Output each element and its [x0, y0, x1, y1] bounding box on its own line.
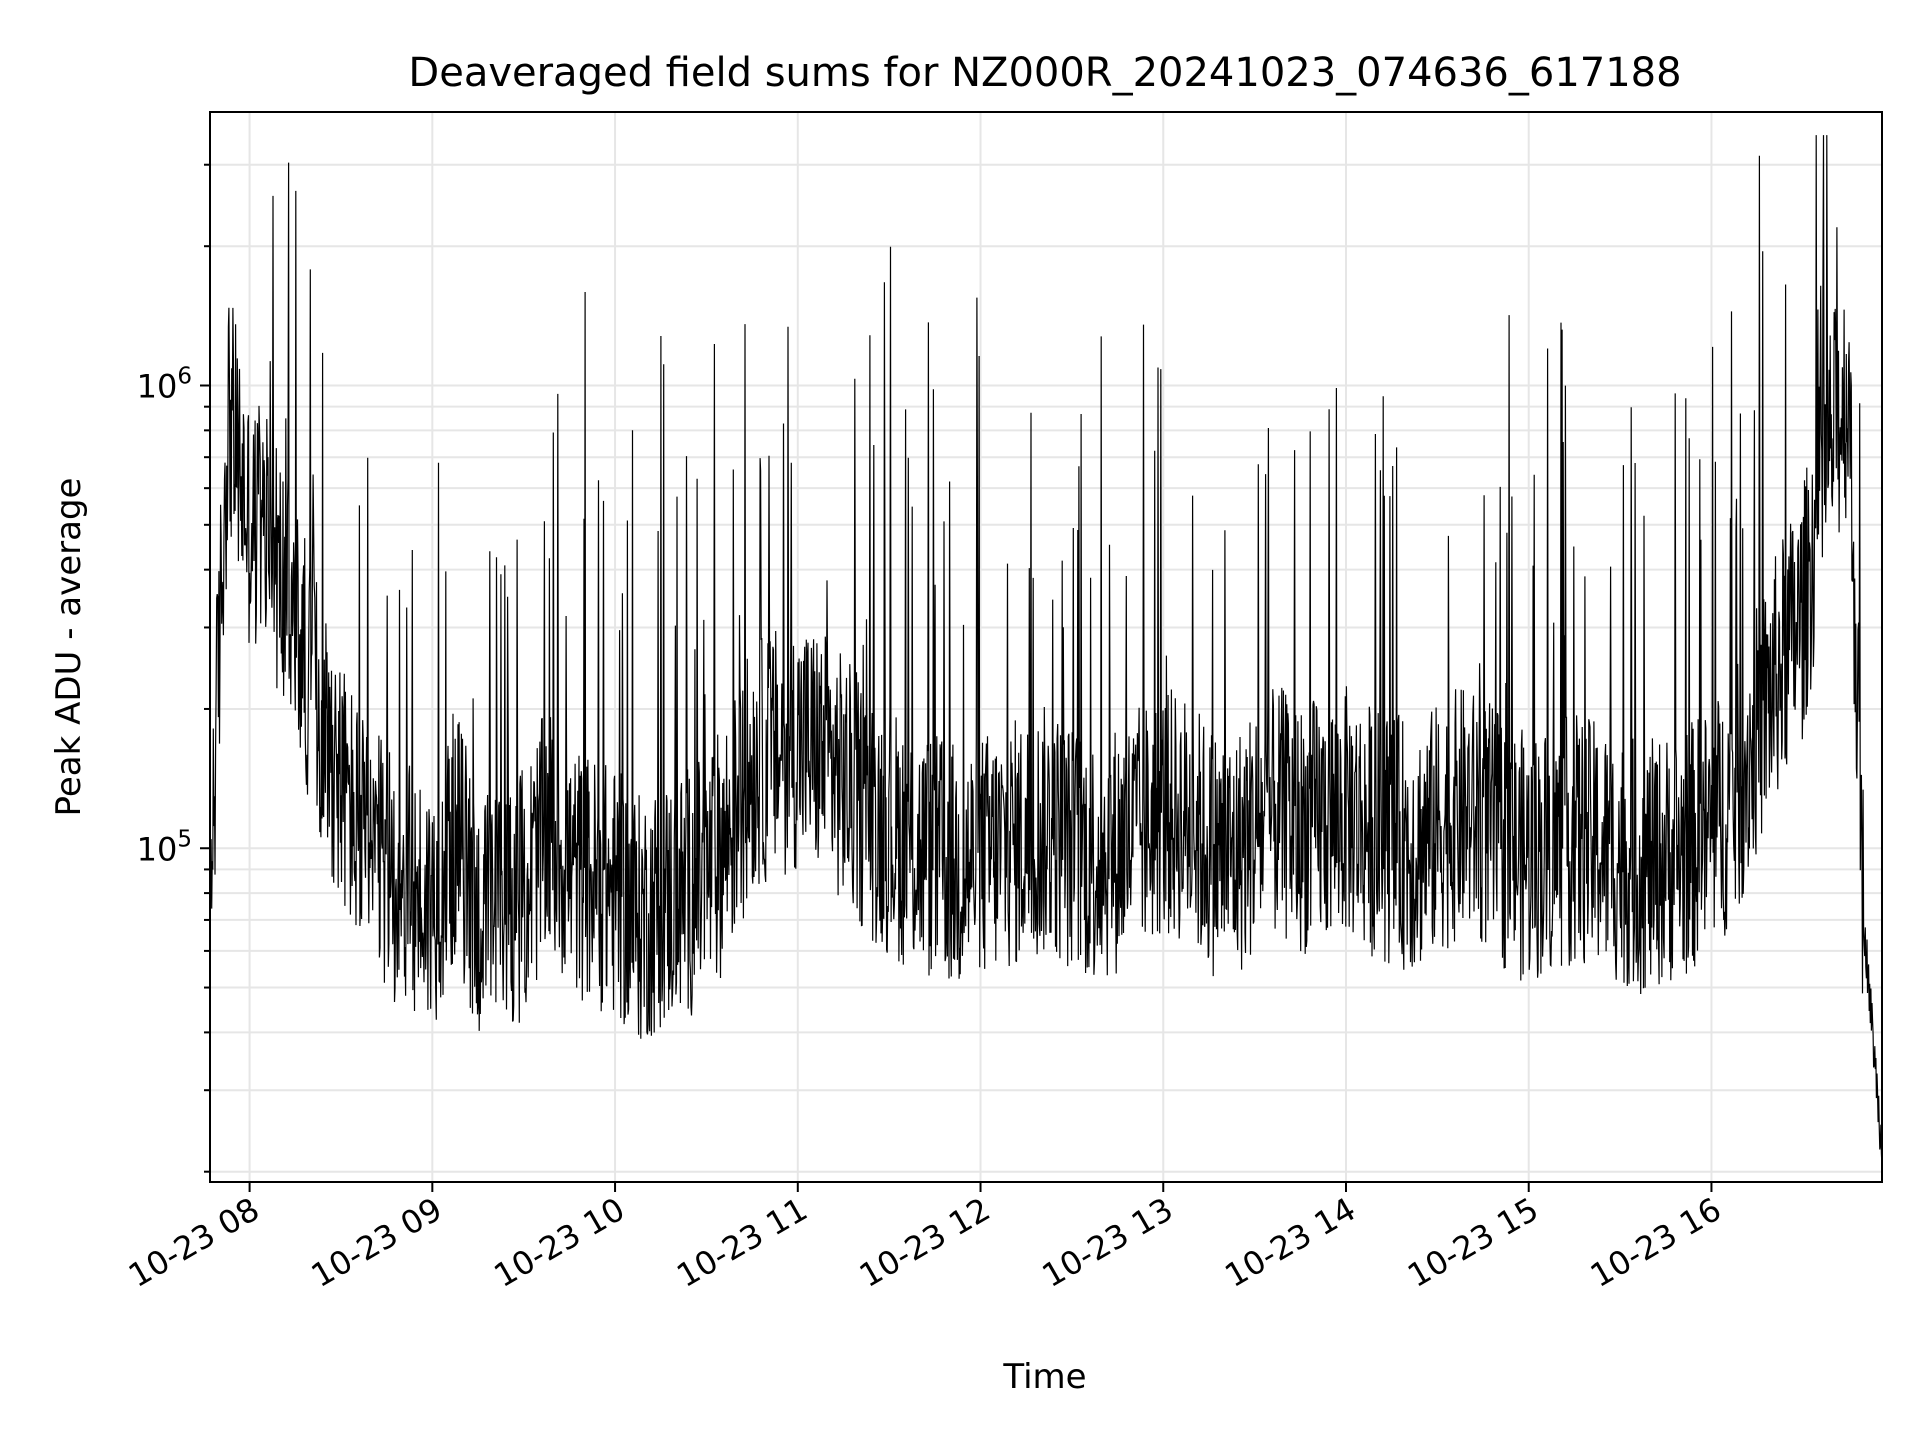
y-axis: 105 106 [137, 163, 210, 1173]
y-tick-label: 105 [137, 826, 192, 868]
y-axis-label: Peak ADU - average [49, 478, 89, 817]
series-line [209, 135, 1883, 1168]
y-tick-label: 106 [137, 364, 192, 406]
chart-title: Deaveraged field sums for NZ000R_2024102… [408, 50, 1681, 96]
plot-frame [209, 111, 1883, 1183]
x-axis-label: Time [1002, 1357, 1086, 1397]
